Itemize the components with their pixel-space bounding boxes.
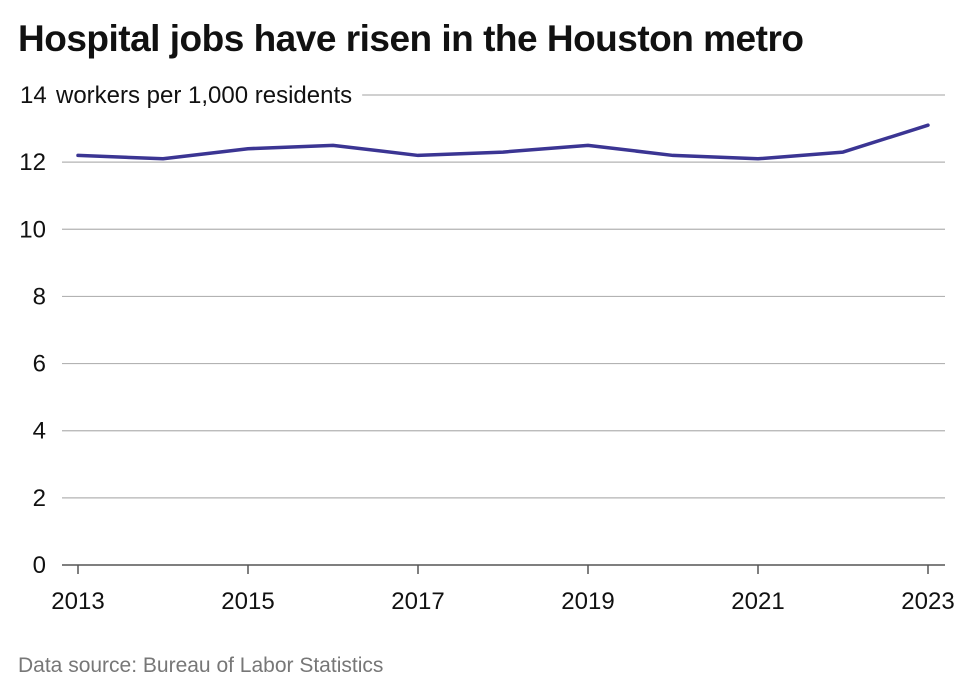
x-tick-label-2017: 2017 [391,588,444,615]
y-axis-label: workers per 1,000 residents [55,82,352,109]
x-axis [62,564,945,574]
y-tick-label-4: 4 [33,418,46,445]
y-tick-label-10: 10 [19,216,46,243]
x-tick-label-2019: 2019 [561,588,614,615]
series-layer [76,123,930,161]
x-tick-label-2015: 2015 [221,588,274,615]
x-tick-label-2021: 2021 [731,588,784,615]
y-tick-label-8: 8 [33,283,46,310]
chart-title: Hospital jobs have risen in the Houston … [18,18,804,59]
y-tick-label-0: 0 [33,552,46,579]
y-tick-label-2: 2 [33,485,46,512]
y-tick-label-12: 12 [19,149,46,176]
gridlines [62,94,945,499]
tick-labels: 0 2 4 6 8 10 12 14 workers per 1,000 residents 20… [19,82,954,615]
x-tick-label-2013: 2013 [51,588,104,615]
x-tick-label-2023: 2023 [901,588,954,615]
y-tick-label-6: 6 [33,351,46,378]
source-note: Data source: Bureau of Labor Statistics [18,654,384,677]
y-tick-label-14: 14 [20,82,47,109]
series-line-0 [76,123,930,161]
